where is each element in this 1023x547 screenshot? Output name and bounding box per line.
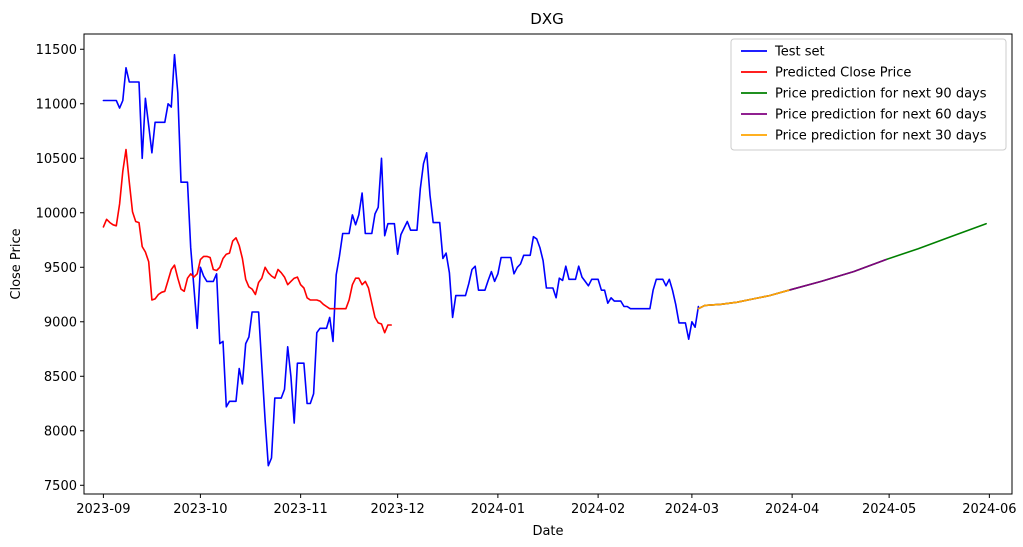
- x-tick-label: 2023-10: [173, 502, 227, 517]
- plot-frame: [83, 33, 1013, 495]
- x-tick-label: 2024-06: [962, 502, 1016, 517]
- x-tick-label: 2023-12: [370, 502, 424, 517]
- x-tick-label: 2024-05: [862, 502, 916, 517]
- y-tick-label: 9000: [44, 315, 77, 330]
- y-tick-label: 11000: [36, 97, 77, 112]
- series-line-price-prediction-for-next-30-days: [697, 289, 790, 310]
- legend-box: [730, 38, 1007, 151]
- y-tick-label: 7500: [44, 479, 77, 494]
- y-tick-label: 10500: [36, 152, 77, 167]
- series-line-predicted-close-price: [102, 148, 393, 334]
- legend-label: Test set: [774, 45, 825, 60]
- legend-label: Price prediction for next 90 days: [775, 87, 987, 102]
- y-axis-title: Close Price: [9, 228, 24, 299]
- y-axis: 7500 8000 8500 9000 9500 10000 10500 11000 11500: [36, 43, 84, 494]
- y-tick-label: 8500: [44, 370, 77, 385]
- x-tick-label: 2024-02: [571, 502, 625, 517]
- y-tick-label: 10000: [36, 206, 77, 221]
- legend: Test set Predicted Close Price Price predi…: [730, 38, 1007, 151]
- series-line-test-set: [102, 53, 700, 467]
- y-tick-label: 9500: [44, 261, 77, 276]
- x-tick-label: 2024-03: [665, 502, 719, 517]
- legend-label: Price prediction for next 30 days: [775, 129, 987, 144]
- series-layer: [102, 53, 987, 467]
- chart-title: DXG: [530, 10, 563, 28]
- x-tick-label: 2023-09: [76, 502, 130, 517]
- series-line-price-prediction-for-next-60-days: [697, 258, 887, 310]
- x-tick-label: 2024-04: [765, 502, 819, 517]
- legend-label: Predicted Close Price: [775, 66, 911, 81]
- y-tick-label: 11500: [36, 43, 77, 58]
- y-tick-label: 8000: [44, 424, 77, 439]
- x-axis: 2023-09 2023-10 2023-11 2023-12 2024-01 2024-…: [76, 494, 1017, 517]
- x-tick-label: 2023-11: [273, 502, 327, 517]
- legend-label: Price prediction for next 60 days: [775, 108, 987, 123]
- series-line-price-prediction-for-next-90-days: [697, 222, 987, 310]
- x-tick-label: 2024-01: [471, 502, 525, 517]
- x-axis-title: Date: [532, 524, 563, 539]
